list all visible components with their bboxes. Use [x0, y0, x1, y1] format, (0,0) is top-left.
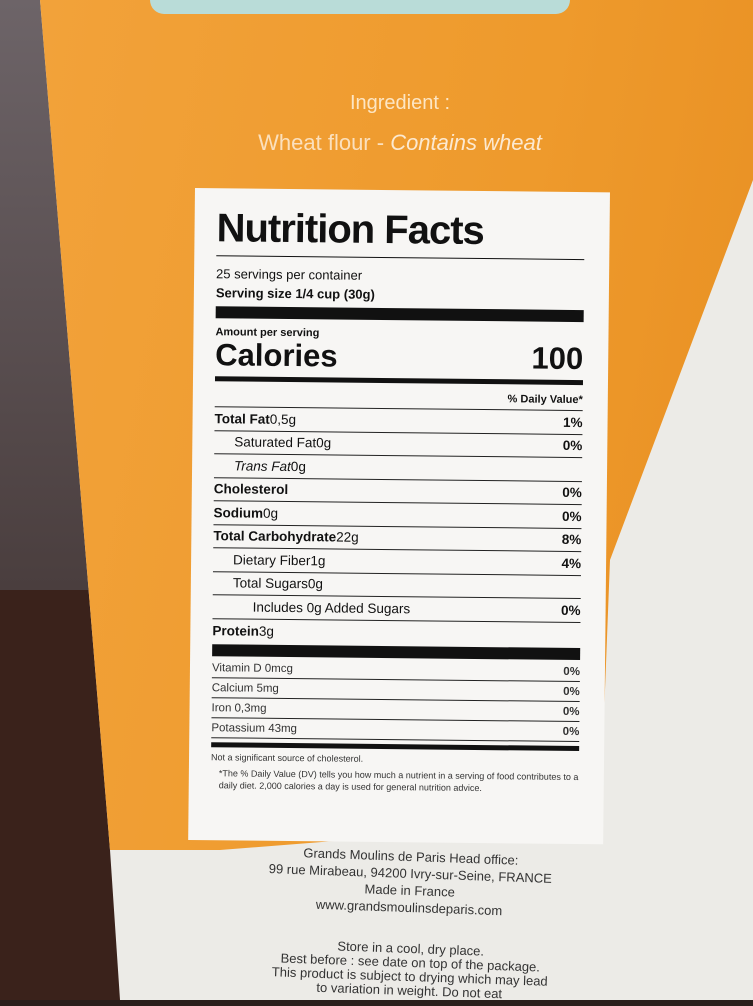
nutrient-label: Saturated Fat	[234, 435, 316, 451]
nutrient-label: Trans Fat	[234, 458, 291, 474]
nutrient-name: Dietary Fiber1g	[213, 552, 325, 568]
vitamin-dv: 0%	[563, 665, 580, 677]
nutrient-dv: 0%	[562, 485, 582, 500]
vitamin-name: Calcium 5mg	[212, 682, 279, 695]
nutrient-amount: 22g	[336, 530, 359, 545]
nutrient-label: Dietary Fiber	[233, 552, 310, 568]
nutrient-amount: 0g	[291, 459, 306, 474]
vitamin-dv: 0%	[563, 725, 580, 737]
calories-label: Calories	[215, 338, 338, 373]
nutrient-name: Includes 0g Added Sugars	[213, 599, 411, 616]
nutrient-amount: 0,5g	[270, 412, 296, 427]
nutrient-dv: 8%	[562, 532, 582, 547]
nutrient-amount: 0g	[316, 436, 331, 451]
nutrient-amount: 0g	[263, 505, 278, 520]
divider-thick	[212, 644, 580, 660]
vitamin-dv: 0%	[563, 705, 580, 717]
vitamin-name: Iron 0,3mg	[211, 702, 266, 715]
nutrient-label: Total Fat	[215, 411, 270, 427]
serving-size: Serving size 1/4 cup (30g)	[216, 285, 584, 304]
divider-medium	[215, 376, 583, 385]
nutrient-name: Saturated Fat0g	[214, 434, 331, 450]
nutrient-name: Cholesterol	[214, 481, 288, 497]
nutrient-label: Includes 0g Added Sugars	[253, 599, 411, 616]
nutrient-dv: 0%	[561, 603, 581, 618]
vitamin-name: Potassium 43mg	[211, 722, 297, 735]
ingredient-text: Wheat flour - Contains wheat	[0, 130, 753, 156]
nutrient-row: Protein3g	[212, 619, 580, 646]
footnote-daily-value: *The % Daily Value (DV) tells you how mu…	[211, 767, 579, 795]
vitamin-row: Potassium 43mg 0%	[211, 718, 579, 742]
calories-row: Calories 100	[215, 338, 583, 376]
label-title: Nutrition Facts	[216, 206, 585, 260]
footnote-cholesterol: Not a significant source of cholesterol.	[211, 751, 579, 767]
nutrient-name: Trans Fat0g	[214, 458, 306, 474]
nutrient-name: Protein3g	[212, 623, 274, 639]
servings-per-container: 25 servings per container	[216, 266, 584, 285]
nutrient-name: Total Fat0,5g	[215, 411, 297, 427]
divider-medium	[211, 742, 579, 751]
package-top-band	[150, 0, 570, 14]
nutrient-name: Total Carbohydrate22g	[213, 528, 358, 545]
nutrient-label: Protein	[212, 623, 259, 638]
nutrient-name: Total Sugars0g	[213, 575, 323, 591]
nutrient-name: Sodium0g	[214, 505, 279, 521]
divider-thick	[216, 306, 584, 322]
nutrient-label: Total Carbohydrate	[213, 528, 336, 544]
nutrient-dv: 4%	[561, 556, 581, 571]
ingredient-list: Wheat flour -	[258, 130, 390, 155]
nutrient-dv: 0%	[562, 509, 582, 524]
vitamin-dv: 0%	[563, 685, 580, 697]
ingredient-heading: Ingredient :	[0, 92, 753, 115]
nutrient-amount: 0g	[308, 576, 323, 591]
vitamin-name: Vitamin D 0mcg	[212, 662, 293, 675]
nutrition-facts-label: Nutrition Facts 25 servings per containe…	[188, 188, 610, 844]
nutrient-label: Cholesterol	[214, 481, 288, 497]
nutrient-dv: 1%	[563, 415, 583, 430]
allergen-text: Contains wheat	[390, 130, 542, 155]
nutrient-dv: 0%	[563, 438, 583, 453]
nutrient-label: Sodium	[214, 505, 264, 521]
nutrient-amount: 1g	[310, 553, 325, 568]
nutrient-amount: 3g	[259, 623, 274, 638]
calories-value: 100	[531, 342, 583, 377]
nutrient-label: Total Sugars	[233, 576, 308, 592]
